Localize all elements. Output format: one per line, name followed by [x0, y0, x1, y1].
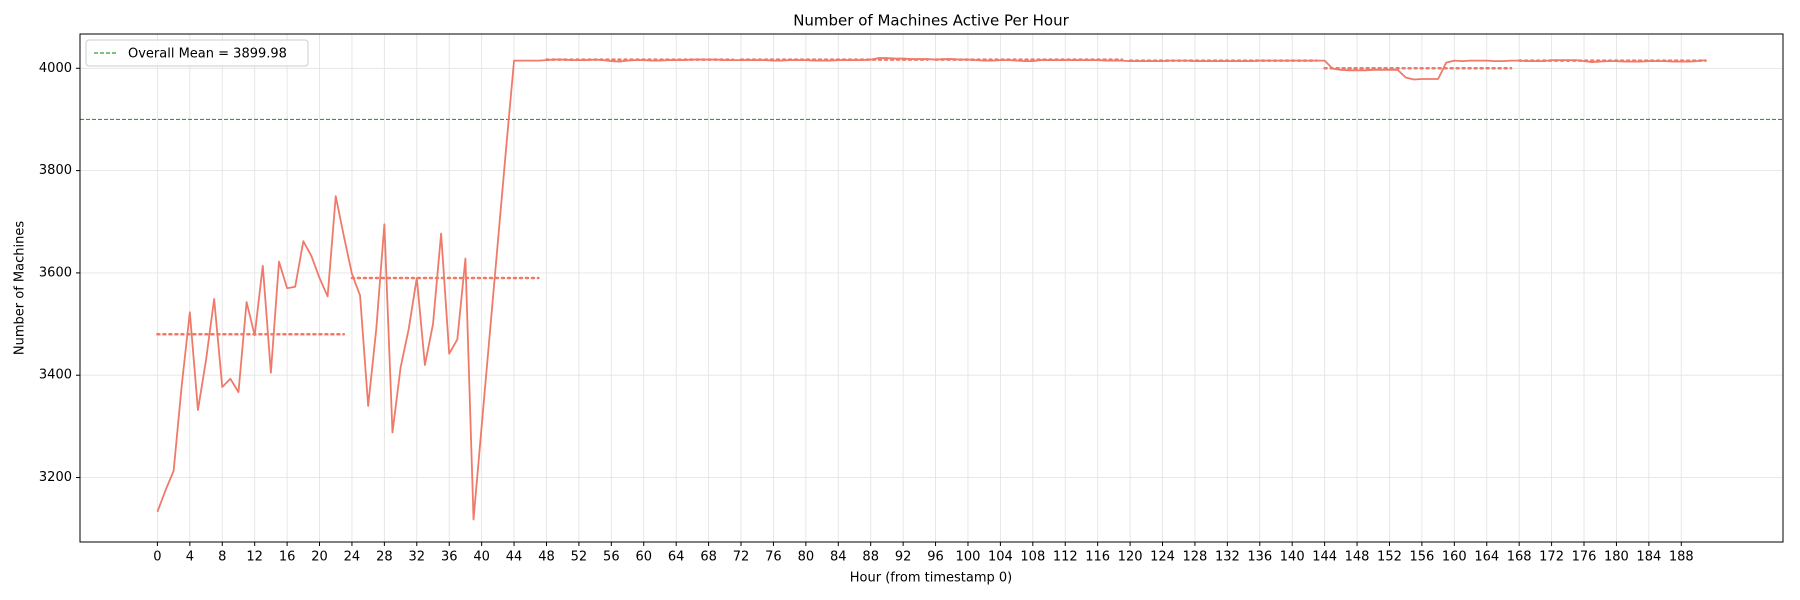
- x-tick-label: 12: [246, 550, 263, 565]
- x-tick-label: 188: [1669, 550, 1694, 565]
- x-tick-label: 180: [1604, 550, 1629, 565]
- x-tick-label: 76: [765, 550, 782, 565]
- x-tick-label: 52: [571, 550, 588, 565]
- x-tick-label: 136: [1247, 550, 1272, 565]
- x-tick-label: 88: [862, 550, 879, 565]
- y-tick-label: 3800: [39, 163, 72, 178]
- x-tick-label: 140: [1280, 550, 1305, 565]
- y-tick-label: 3600: [39, 265, 72, 280]
- x-tick-label: 64: [668, 550, 685, 565]
- x-tick-label: 160: [1442, 550, 1467, 565]
- x-tick-label: 116: [1085, 550, 1110, 565]
- x-tick-label: 68: [700, 550, 717, 565]
- x-tick-label: 112: [1053, 550, 1078, 565]
- x-tick-label: 100: [956, 550, 981, 565]
- x-tick-label: 0: [153, 550, 161, 565]
- x-tick-label: 80: [798, 550, 815, 565]
- chart-title: Number of Machines Active Per Hour: [793, 12, 1069, 30]
- x-tick-label: 36: [441, 550, 458, 565]
- legend: Overall Mean = 3899.98: [85, 39, 309, 67]
- x-tick-label: 144: [1312, 550, 1337, 565]
- x-tick-label: 8: [218, 550, 226, 565]
- legend-label: Overall Mean = 3899.98: [128, 47, 287, 62]
- x-tick-label: 28: [376, 550, 393, 565]
- x-axis-label: Hour (from timestamp 0): [850, 571, 1013, 586]
- x-tick-label: 20: [311, 550, 328, 565]
- x-tick-label: 168: [1507, 550, 1532, 565]
- x-tick-label: 164: [1474, 550, 1499, 565]
- x-tick-label: 124: [1150, 550, 1175, 565]
- x-tick-label: 120: [1118, 550, 1143, 565]
- x-tick-label: 96: [927, 550, 944, 565]
- x-tick-label: 184: [1636, 550, 1661, 565]
- y-tick-label: 3200: [39, 470, 72, 485]
- x-tick-label: 172: [1539, 550, 1564, 565]
- x-tick-label: 4: [186, 550, 194, 565]
- x-tick-label: 60: [635, 550, 652, 565]
- x-tick-label: 72: [733, 550, 750, 565]
- x-tick-label: 104: [988, 550, 1013, 565]
- x-tick-label: 24: [344, 550, 361, 565]
- y-tick-label: 3400: [39, 368, 72, 383]
- x-tick-label: 176: [1572, 550, 1597, 565]
- x-tick-label: 132: [1215, 550, 1240, 565]
- x-tick-label: 44: [506, 550, 523, 565]
- x-tick-label: 48: [538, 550, 555, 565]
- y-axis-label: Number of Machines: [13, 221, 28, 355]
- x-tick-label: 152: [1377, 550, 1402, 565]
- x-tick-label: 156: [1409, 550, 1434, 565]
- x-tick-label: 84: [830, 550, 847, 565]
- x-tick-label: 32: [409, 550, 426, 565]
- y-tick-label: 4000: [39, 61, 72, 76]
- plot-frame: [79, 33, 1784, 543]
- x-tick-label: 148: [1345, 550, 1370, 565]
- x-tick-label: 40: [473, 550, 490, 565]
- series-line: [156, 57, 1706, 521]
- x-tick-label: 128: [1183, 550, 1208, 565]
- x-tick-label: 16: [279, 550, 296, 565]
- x-tick-label: 108: [1020, 550, 1045, 565]
- x-tick-label: 92: [895, 550, 912, 565]
- legend-box: [85, 39, 309, 67]
- x-tick-label: 56: [603, 550, 620, 565]
